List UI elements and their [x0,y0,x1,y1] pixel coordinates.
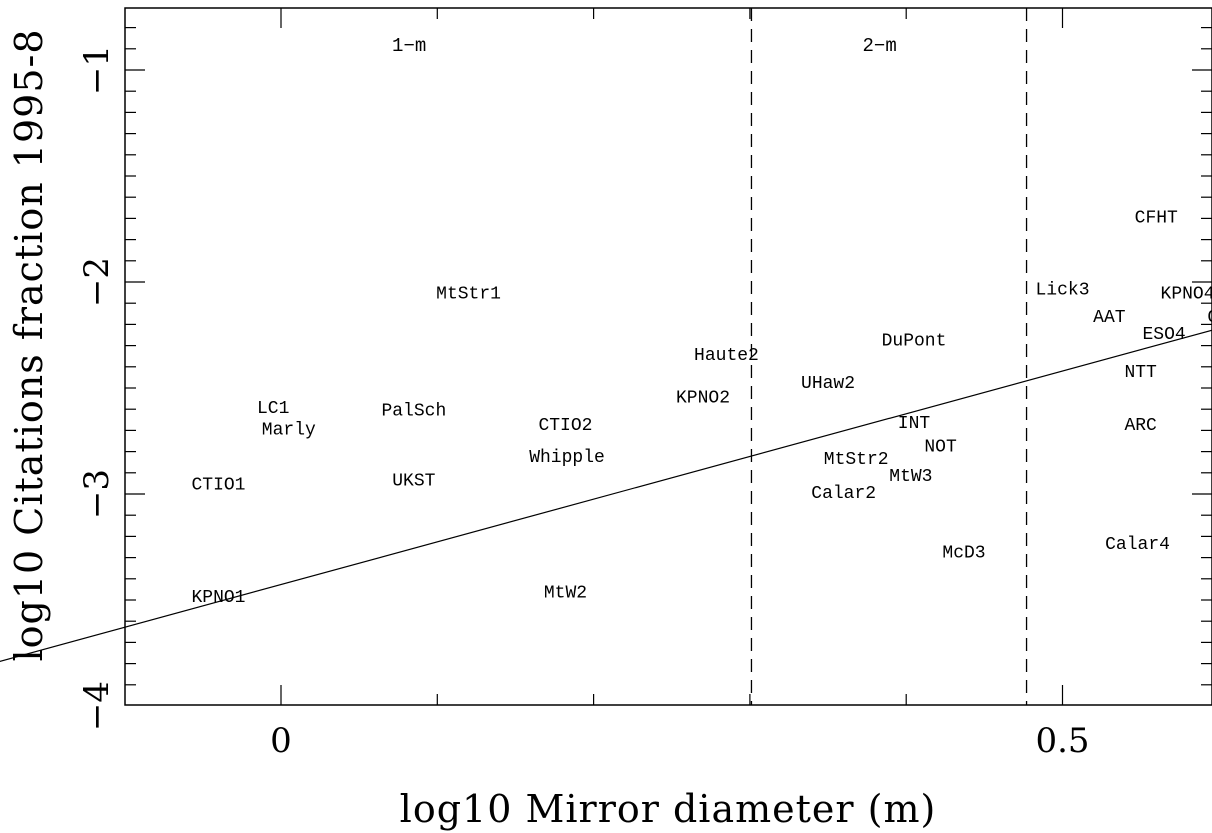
telescope-label: Whipple [529,448,605,468]
y-axis-title: log10 Citations fraction 1995-8 [7,28,51,661]
fit-line [0,329,1212,662]
telescope-label: MtW3 [889,467,932,487]
telescope-label: ARC [1124,416,1157,436]
telescope-label: Haute2 [694,346,759,366]
tick-marks [125,8,1212,705]
telescope-label: MtW2 [544,584,587,604]
telescope-label: LC1 [257,399,289,419]
telescope-label: KPNO2 [676,389,730,409]
telescope-label: MtStr2 [824,450,889,470]
telescope-label: Calar2 [811,484,876,504]
y-tick-labels: −1 −2 −3 −4 [77,45,117,731]
band-label: 2−m [863,35,897,57]
telescope-labels: KeckIKeckIICFHTWHTLick3KPNO4AATCTIO4ESO4… [191,208,1212,608]
x-tick-labels: 00.51 [270,721,1089,761]
plot-frame [124,7,1212,706]
aperture-dividers [750,8,1028,705]
y-tick-label: −4 [77,681,117,731]
telescope-label: CTIO4 [1207,308,1212,328]
telescope-label: AAT [1093,308,1126,328]
telescope-label: NTT [1124,363,1157,383]
aperture-band-labels: 1−m2−m4−m10−m [392,35,897,57]
telescope-label: INT [898,414,931,434]
telescope-label: McD3 [942,543,985,563]
x-axis-title: log10 Mirror diameter (m) [400,787,937,831]
telescope-label: CTIO1 [191,476,245,496]
telescope-label: KPNO1 [191,588,245,608]
telescope-label: UKST [392,471,435,491]
telescope-label: Lick3 [1035,280,1089,300]
telescope-label: NOT [924,437,957,457]
telescope-label: Marly [262,420,316,440]
telescope-label: CTIO2 [538,416,592,436]
telescope-label: CFHT [1135,208,1178,228]
x-tick-label: 0 [270,721,292,761]
telescope-label: PalSch [381,401,446,421]
telescope-label: DuPont [882,331,947,351]
telescope-label: UHaw2 [801,374,855,394]
telescope-label: MtStr1 [436,285,501,305]
y-tick-label: −1 [77,45,117,95]
telescope-label: ESO4 [1142,325,1185,345]
telescope-label: KPNO4 [1161,285,1212,305]
telescope-label: Calar4 [1105,535,1170,555]
x-tick-label: 0.5 [1035,721,1089,761]
band-label: 1−m [392,35,426,57]
y-tick-label: −3 [77,469,117,519]
y-tick-label: −2 [77,257,117,307]
